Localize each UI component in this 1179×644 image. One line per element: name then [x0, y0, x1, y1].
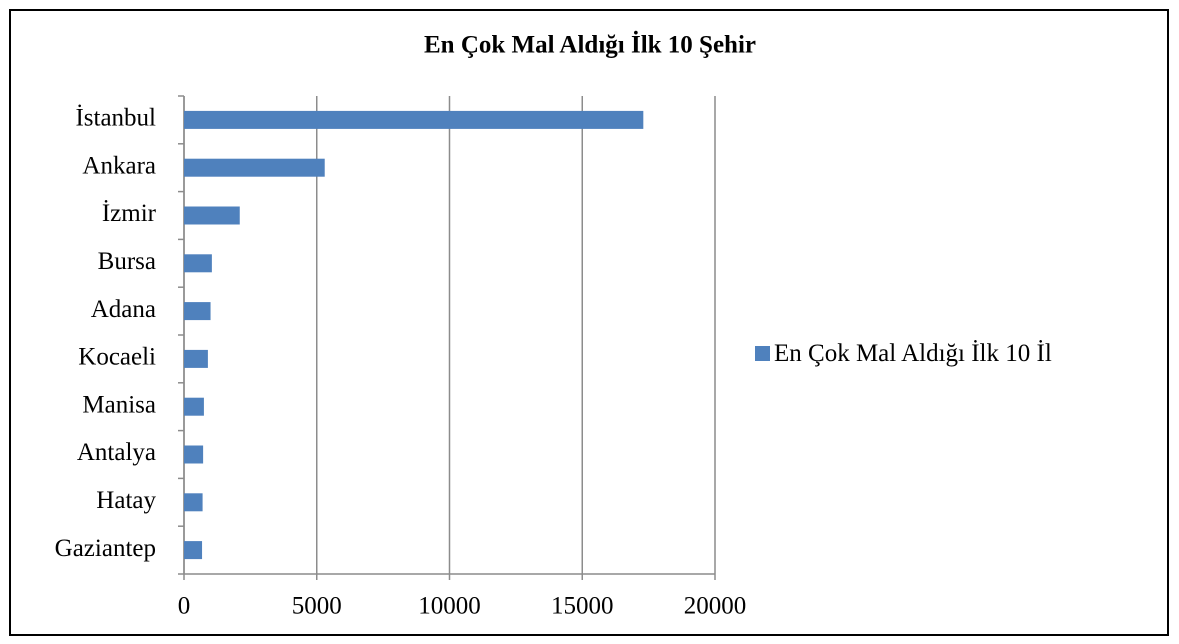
bar: [184, 349, 208, 368]
x-tick-label: 15000: [551, 593, 614, 620]
y-tick-label: Manisa: [82, 391, 156, 418]
bar: [184, 397, 204, 416]
x-tick-label: 10000: [418, 593, 481, 620]
x-tick-label: 0: [178, 593, 191, 620]
y-tick-label: Bursa: [98, 248, 156, 275]
bar: [184, 445, 204, 464]
y-tick-label: Kocaeli: [78, 344, 156, 371]
y-tick-label: İstanbul: [75, 105, 156, 132]
x-tick-label: 20000: [684, 593, 747, 620]
bar: [184, 493, 203, 512]
y-tick-label: İzmir: [102, 200, 157, 227]
x-tick-label: 5000: [292, 593, 342, 620]
y-tick-label: Adana: [91, 296, 156, 323]
legend-label: En Çok Mal Aldığı İlk 10 İl: [774, 340, 1052, 367]
chart-title: En Çok Mal Aldığı İlk 10 Şehir: [424, 31, 756, 59]
bar: [184, 110, 644, 129]
y-tick-label: Hatay: [96, 487, 156, 514]
bar: [184, 158, 325, 177]
legend: En Çok Mal Aldığı İlk 10 İl: [755, 338, 1125, 370]
y-tick-label: Ankara: [82, 152, 156, 179]
y-tick-label: Gaziantep: [55, 535, 156, 562]
bar: [184, 541, 203, 560]
bar: [184, 254, 212, 273]
bar: [184, 206, 240, 225]
legend-swatch: [755, 346, 770, 361]
bar: [184, 302, 211, 321]
y-tick-label: Antalya: [77, 439, 156, 466]
